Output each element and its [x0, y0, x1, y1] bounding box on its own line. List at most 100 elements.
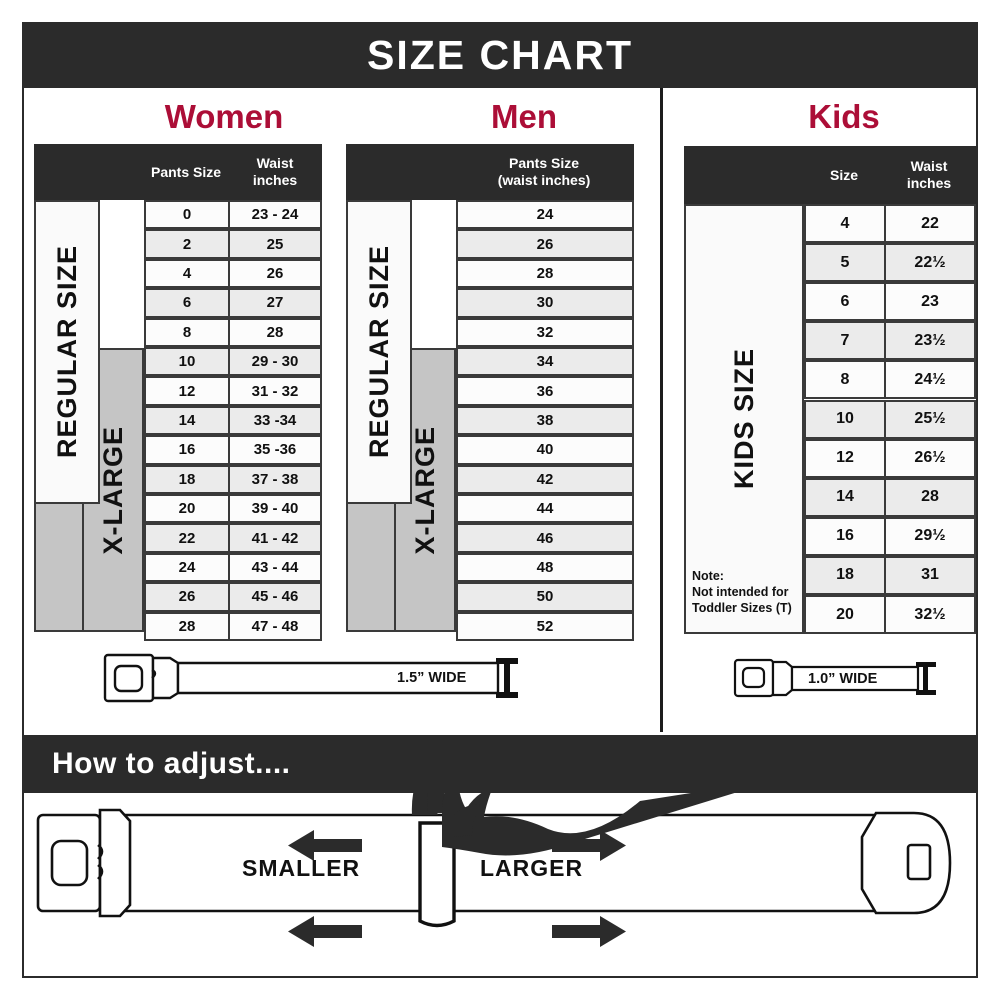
table-header-women [34, 144, 322, 200]
women-cell-waist: 41 - 42 [228, 523, 322, 553]
men-cell-size: 46 [456, 523, 634, 553]
women-cell-waist: 45 - 46 [228, 582, 322, 612]
men-cell-size: 34 [456, 347, 634, 377]
kids-cell-size: 14 [804, 477, 886, 517]
men-cell-size: 48 [456, 552, 634, 583]
kids-cell-waist: 29½ [884, 516, 976, 556]
women-cell-size: 14 [144, 405, 230, 436]
adjust-label-larger: LARGER [480, 855, 584, 881]
column-divider-kids [660, 88, 663, 732]
kids-cell-size: 10 [804, 399, 886, 439]
belt-adult-measure-icon [496, 658, 518, 698]
women-cell-size: 18 [144, 464, 230, 494]
kids-cell-waist: 23½ [884, 321, 976, 361]
kids-cell-size: 7 [804, 321, 886, 361]
belt-adult-svg [103, 653, 518, 703]
adjust-belt-tip [860, 811, 952, 915]
section-heading-kids: Kids [808, 98, 880, 135]
women-cell-size: 4 [144, 258, 230, 289]
band-men-regular-size: REGULAR SIZE [346, 200, 412, 504]
column-header-women-waist: Waist inches [252, 155, 298, 188]
women-cell-size: 20 [144, 494, 230, 524]
band-men-regular-size-label: REGULAR SIZE [363, 245, 394, 459]
women-cell-waist: 43 - 44 [228, 552, 322, 583]
women-cell-waist: 27 [228, 288, 322, 318]
kids-cell-waist: 22½ [884, 243, 976, 283]
women-cell-waist: 23 - 24 [228, 200, 322, 230]
women-cell-waist: 26 [228, 258, 322, 289]
band-women-regular-size: REGULAR SIZE [34, 200, 100, 504]
men-cell-size: 24 [456, 200, 634, 230]
men-cell-size: 38 [456, 405, 634, 436]
kids-cell-waist: 22 [884, 204, 976, 244]
kids-cell-size: 20 [804, 595, 886, 635]
men-cell-size: 50 [456, 582, 634, 612]
how-to-adjust-title: How to adjust.... [52, 747, 291, 780]
women-cell-waist: 47 - 48 [228, 611, 322, 641]
women-cell-size: 12 [144, 376, 230, 406]
women-cell-size: 24 [144, 552, 230, 583]
men-cell-size: 30 [456, 288, 634, 318]
men-cell-size: 36 [456, 376, 634, 406]
title-bar: SIZE CHART [22, 22, 978, 88]
kids-cell-size: 18 [804, 555, 886, 595]
women-cell-waist: 25 [228, 229, 322, 259]
kids-cell-size: 12 [804, 438, 886, 478]
women-cell-size: 26 [144, 582, 230, 612]
kids-cell-waist: 28 [884, 477, 976, 517]
kids-cell-size: 4 [804, 204, 886, 244]
table-header-men [346, 144, 634, 200]
adjust-slider-handle [418, 821, 456, 928]
women-cell-size: 8 [144, 317, 230, 347]
men-cell-size: 52 [456, 611, 634, 641]
kids-note: Note: Not intended for Toddler Sizes (T) [692, 569, 792, 615]
kids-cell-size: 8 [804, 360, 886, 400]
column-header-men-pants-size: Pants Size (waist inches) [497, 155, 591, 188]
band-women-xlarge-label: X-LARGE [97, 425, 128, 555]
band-kids-size-label: KIDS SIZE [728, 348, 759, 490]
women-cell-waist: 37 - 38 [228, 464, 322, 494]
section-heading-women: Women [164, 98, 284, 135]
belt-kids-svg [733, 658, 936, 698]
arrow-left-lower [288, 916, 362, 947]
women-cell-size: 6 [144, 288, 230, 318]
women-cell-waist: 33 -34 [228, 405, 322, 436]
belt-kids-measure-icon [916, 662, 936, 695]
kids-cell-waist: 31 [884, 555, 976, 595]
women-cell-waist: 29 - 30 [228, 347, 322, 377]
adjust-belt-buckle [36, 808, 132, 918]
arrow-right-lower [552, 916, 626, 947]
women-cell-waist: 35 -36 [228, 435, 322, 465]
men-cell-size: 26 [456, 229, 634, 259]
band-kids-size: KIDS SIZE [684, 204, 804, 634]
women-cell-size: 10 [144, 347, 230, 377]
band-women-regular-size-label: REGULAR SIZE [51, 245, 82, 459]
column-header-women-pants-size: Pants Size [150, 163, 222, 180]
men-cell-size: 40 [456, 435, 634, 465]
women-cell-size: 16 [144, 435, 230, 465]
women-cell-waist: 39 - 40 [228, 494, 322, 524]
women-cell-size: 22 [144, 523, 230, 553]
charts-row: Women Men Kids Pants Size Waist inches R… [24, 88, 976, 732]
adjust-label-smaller: SMALLER [242, 855, 361, 881]
kids-cell-waist: 25½ [884, 399, 976, 439]
women-cell-waist: 31 - 32 [228, 376, 322, 406]
kids-cell-waist: 32½ [884, 595, 976, 635]
men-cell-size: 44 [456, 494, 634, 524]
men-cell-size: 32 [456, 317, 634, 347]
belt-kids-width-label: 1.0” WIDE [808, 671, 878, 687]
belt-diagram-kids: 1.0” WIDE [732, 654, 962, 706]
belt-adult-width-label: 1.5” WIDE [397, 670, 467, 686]
column-header-kids-waist: Waist inches [906, 158, 952, 191]
kids-cell-size: 5 [804, 243, 886, 283]
women-cell-size: 28 [144, 611, 230, 641]
men-cell-size: 28 [456, 258, 634, 289]
how-to-adjust-illustration: SMALLER LARGER [24, 753, 976, 976]
table-header-kids [684, 146, 976, 204]
kids-cell-waist: 23 [884, 282, 976, 322]
how-to-adjust-bar: How to adjust.... [24, 735, 976, 793]
women-cell-waist: 28 [228, 317, 322, 347]
kids-cell-size: 6 [804, 282, 886, 322]
page-title: SIZE CHART [367, 31, 633, 78]
arrow-left-upper [288, 830, 362, 861]
